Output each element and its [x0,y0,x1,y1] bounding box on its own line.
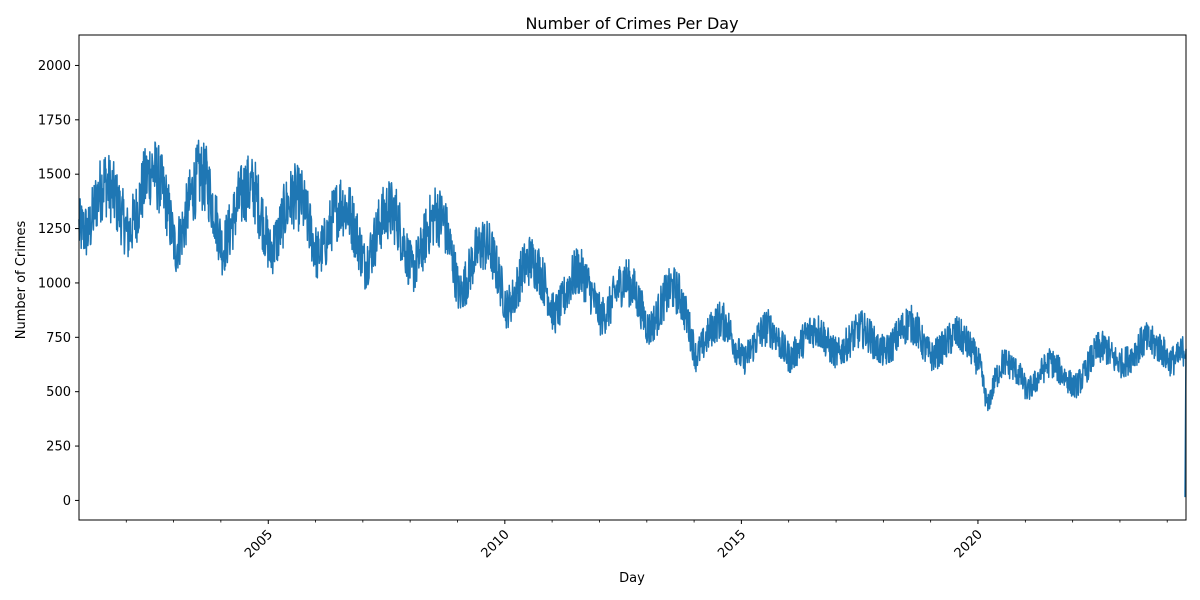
y-axis-title: Number of Crimes [14,221,29,340]
y-tick-label: 2000 [38,59,71,74]
y-tick-label: 500 [46,385,71,400]
series-line [78,139,1187,498]
y-tick-label: 0 [63,494,71,509]
y-tick-label: 1000 [38,276,71,291]
x-axis-title: Day [619,571,645,586]
y-tick-label: 1500 [38,168,71,183]
y-tick-label: 1250 [38,222,71,237]
y-tick-label: 250 [46,440,71,455]
y-tick-label: 750 [46,331,71,346]
axes-frame [78,34,1187,521]
chart-title: Number of Crimes Per Day [525,14,738,33]
y-tick-label: 1750 [38,113,71,128]
